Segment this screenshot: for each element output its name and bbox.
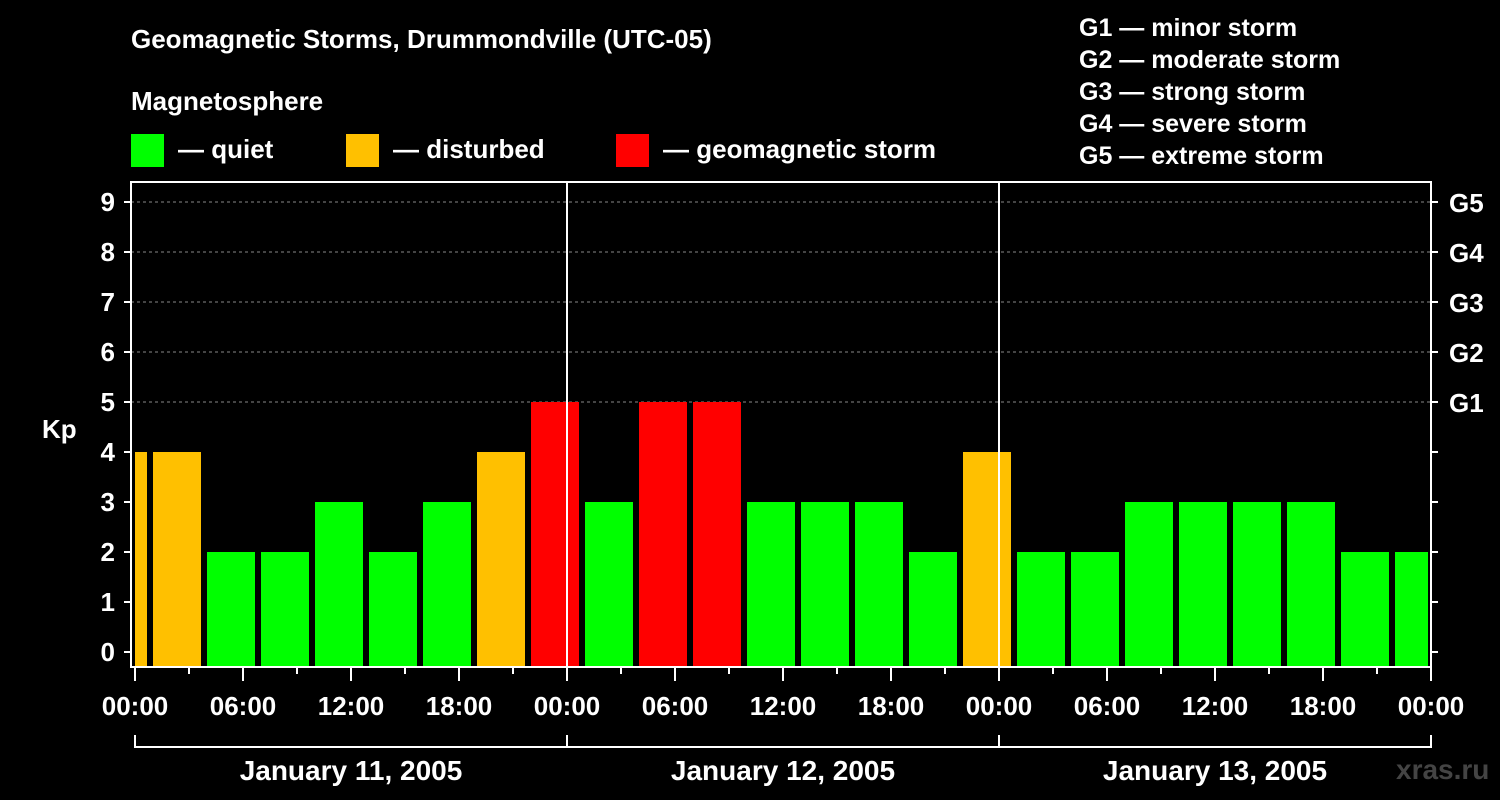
legend-label-quiet: — quiet	[178, 134, 274, 164]
legend-subtitle: Magnetosphere	[131, 86, 324, 116]
watermark: xras.ru	[1396, 754, 1490, 785]
bar-8	[531, 402, 579, 667]
bar-10	[639, 402, 687, 667]
gscale-label-g5: G5	[1449, 188, 1484, 218]
xtick-label-0: 00:00	[102, 691, 169, 721]
xtick-label-10: 12:00	[1182, 691, 1249, 721]
bar-16	[963, 452, 1011, 667]
bar-21	[1233, 502, 1281, 667]
gscale-label-g2: G2	[1449, 338, 1484, 368]
bar-14	[855, 502, 903, 667]
bar-2	[207, 552, 255, 667]
ytick-label-2: 2	[101, 537, 115, 567]
bar-20	[1179, 502, 1227, 667]
bar-19	[1125, 502, 1173, 667]
bar-22	[1287, 502, 1335, 667]
storm-legend-g2: G2 — moderate storm	[1079, 46, 1341, 74]
ytick-label-8: 8	[101, 237, 115, 267]
day-label-2: January 13, 2005	[1103, 755, 1327, 786]
ytick-label-0: 0	[101, 637, 115, 667]
gscale-label-g1: G1	[1449, 388, 1484, 418]
xtick-label-2: 12:00	[318, 691, 385, 721]
gscale-label-g4: G4	[1449, 238, 1484, 268]
plot-border	[130, 181, 1432, 668]
ytick-label-1: 1	[101, 587, 115, 617]
chart-title: Geomagnetic Storms, Drummondville (UTC-0…	[131, 24, 712, 54]
bar-5	[369, 552, 417, 667]
bar-1	[153, 452, 201, 667]
bar-12	[747, 502, 795, 667]
legend-label-disturbed: — disturbed	[393, 134, 545, 164]
bar-4	[315, 502, 363, 667]
storm-legend-g4: G4 — severe storm	[1079, 110, 1307, 138]
legend-swatch-disturbed	[346, 134, 379, 167]
bar-11	[693, 402, 741, 667]
legend-swatch-quiet	[131, 134, 164, 167]
xtick-label-1: 06:00	[210, 691, 277, 721]
ytick-label-3: 3	[101, 487, 115, 517]
bar-3	[261, 552, 309, 667]
xtick-label-12: 00:00	[1398, 691, 1465, 721]
day-label-0: January 11, 2005	[240, 755, 463, 786]
y-axis-label: Kp	[42, 414, 77, 444]
xtick-label-6: 12:00	[750, 691, 817, 721]
bar-7	[477, 452, 525, 667]
plot-frame	[130, 181, 1432, 668]
bar-17	[1017, 552, 1065, 667]
legend-swatch-storm	[616, 134, 649, 167]
bar-18	[1071, 552, 1119, 667]
ytick-label-4: 4	[101, 437, 116, 467]
storm-legend-g1: G1 — minor storm	[1079, 14, 1298, 42]
bars	[135, 402, 1428, 667]
bar-0	[135, 452, 147, 667]
xtick-label-8: 00:00	[966, 691, 1033, 721]
day-label-1: January 12, 2005	[671, 755, 895, 786]
xtick-label-4: 00:00	[534, 691, 601, 721]
ytick-label-6: 6	[101, 337, 115, 367]
bar-23	[1341, 552, 1389, 667]
axes: 0 1 2 3 4 5 6 7 8 9 Kp G1 G2 G3 G4 G5 00:00 06:00 12:00 18:…	[42, 187, 1484, 786]
bar-9	[585, 502, 633, 667]
legend-label-storm: — geomagnetic storm	[663, 134, 937, 164]
ytick-label-5: 5	[101, 387, 115, 417]
xtick-label-7: 18:00	[858, 691, 925, 721]
gscale-label-g3: G3	[1449, 288, 1484, 318]
xtick-label-3: 18:00	[426, 691, 493, 721]
bar-24	[1395, 552, 1428, 667]
xtick-label-9: 06:00	[1074, 691, 1141, 721]
ytick-label-9: 9	[101, 187, 115, 217]
bar-15	[909, 552, 957, 667]
ytick-label-7: 7	[101, 287, 115, 317]
xtick-label-11: 18:00	[1290, 691, 1357, 721]
storm-legend-g3: G3 — strong storm	[1079, 78, 1306, 106]
xtick-label-5: 06:00	[642, 691, 709, 721]
grid-lines	[131, 201, 1431, 403]
bar-6	[423, 502, 471, 667]
bar-13	[801, 502, 849, 667]
storm-legend-g5: G5 — extreme storm	[1079, 142, 1324, 170]
